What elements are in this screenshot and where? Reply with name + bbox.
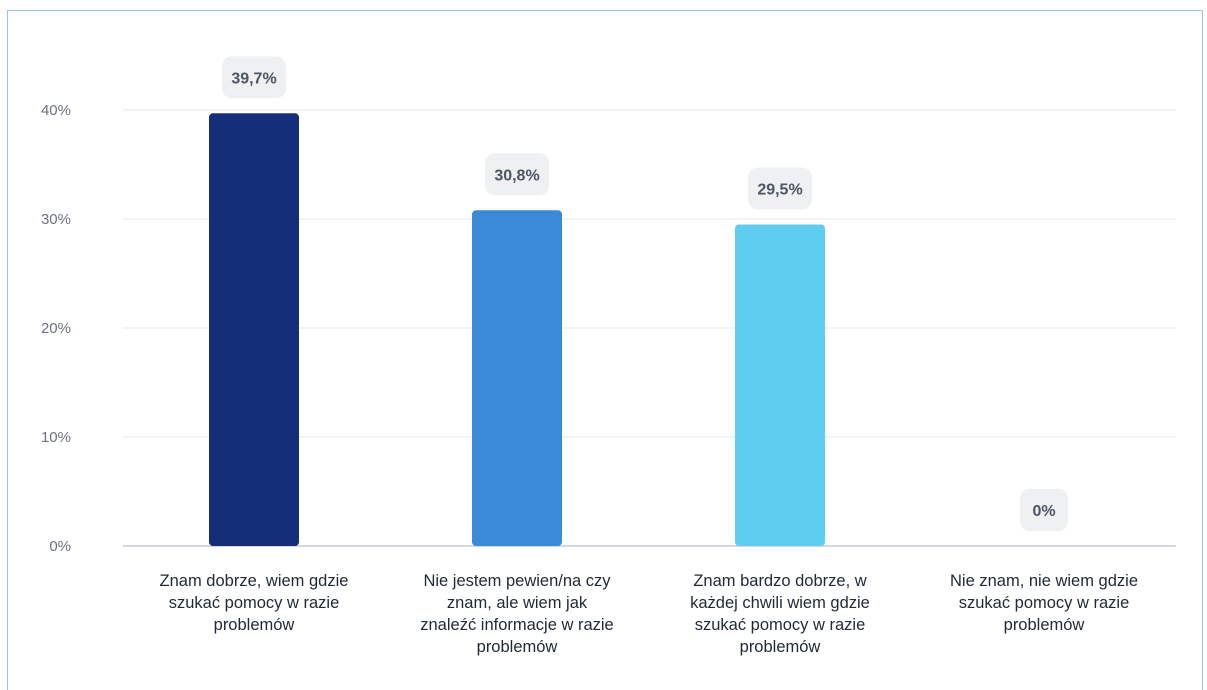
data-label: 30,8% [494, 167, 539, 184]
x-category-label: każdej chwili wiem gdzie [690, 594, 870, 612]
y-tick-label: 20% [41, 320, 71, 337]
bar-chart: 0% 10% 20% 30% 40% 39,7% Znam dobrze, wiem gdz… [41, 56, 1176, 656]
x-category-label: Znam dobrze, wiem gdzie [160, 572, 349, 590]
data-label: 0% [1032, 503, 1055, 520]
x-category-label: Znam bardzo dobrze, w [693, 572, 866, 590]
x-category-label: znaleźć informacje w razie [420, 616, 614, 634]
data-label: 29,5% [757, 181, 802, 198]
x-category-label: szukać pomocy w razie [169, 594, 340, 612]
bar [735, 224, 825, 546]
data-label-bubble [748, 167, 812, 210]
x-category-label: problemów [740, 638, 821, 656]
x-category-label: problemów [214, 616, 295, 634]
bar [209, 113, 299, 547]
x-category-label: Nie znam, nie wiem gdzie [950, 572, 1138, 590]
data-label-bubble [222, 56, 286, 99]
x-category-label: znam, ale wiem jak [447, 594, 588, 612]
data-label-bubble [1020, 489, 1068, 531]
y-tick-label: 0% [49, 538, 71, 555]
x-category-label: szukać pomocy w razie [959, 594, 1130, 612]
x-category-label: Nie jestem pewien/na czy [423, 572, 611, 590]
x-category-label: problemów [1004, 616, 1085, 634]
bar [472, 210, 562, 546]
x-category-label: szukać pomocy w razie [695, 616, 866, 634]
y-tick-label: 40% [41, 102, 71, 119]
data-label-bubble [485, 153, 549, 196]
chart-panel: 0% 10% 20% 30% 40% 39,7% Znam dobrze, wiem gdz… [7, 10, 1203, 690]
x-category-label: problemów [477, 638, 558, 656]
y-tick-label: 30% [41, 211, 71, 228]
data-label: 39,7% [231, 70, 276, 87]
y-tick-label: 10% [41, 429, 71, 446]
